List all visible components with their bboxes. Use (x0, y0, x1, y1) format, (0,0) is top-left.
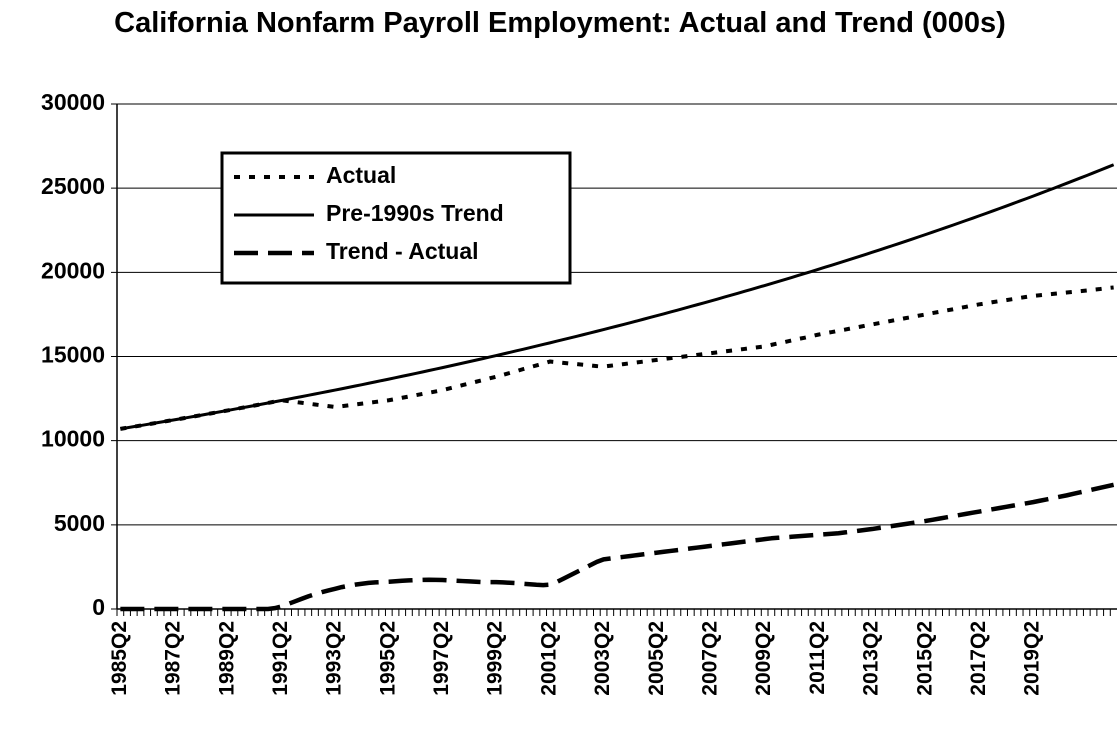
x-tick-label: 2017Q2 (967, 621, 990, 696)
legend-label: Trend - Actual (326, 238, 479, 264)
y-tick-label: 30000 (41, 89, 105, 115)
legend-label: Pre-1990s Trend (326, 200, 504, 226)
x-tick-label: 2003Q2 (591, 621, 614, 696)
line-series (120, 163, 1115, 431)
line-series (120, 285, 1114, 431)
x-tick-label: 2015Q2 (913, 621, 936, 696)
legend-box (220, 151, 572, 285)
x-tick-label: 2009Q2 (752, 621, 775, 696)
x-tick-label: 1987Q2 (162, 621, 185, 696)
x-tick-label: 2019Q2 (1021, 621, 1044, 696)
x-tick-label: 1995Q2 (376, 621, 399, 696)
y-tick-label: 15000 (41, 342, 105, 368)
x-tick-label: 2005Q2 (645, 621, 668, 696)
y-tick-label: 0 (92, 594, 105, 620)
x-tick-label: 2013Q2 (860, 621, 883, 696)
line-series (120, 482, 1115, 612)
y-tick-label: 25000 (41, 173, 105, 199)
legend: Actual Pre-1990s Trend Trend - Actual (220, 151, 572, 285)
x-tick-label: 2011Q2 (806, 621, 829, 695)
chart-title: California Nonfarm Payroll Employment: A… (114, 7, 1006, 39)
x-tick-label: 1991Q2 (269, 621, 292, 696)
x-tick-label: 1985Q2 (108, 621, 131, 696)
x-tick-label: 2001Q2 (537, 621, 560, 696)
y-tick-label: 5000 (54, 510, 105, 536)
x-tick-label: 1989Q2 (215, 621, 238, 696)
x-tick-label: 1999Q2 (484, 621, 507, 696)
x-tick-label: 2007Q2 (699, 621, 722, 696)
x-tick-label: 1997Q2 (430, 621, 453, 696)
y-tick-label: 20000 (41, 257, 105, 283)
y-tick-label: 10000 (41, 426, 105, 452)
legend-label: Actual (326, 162, 396, 188)
x-tick-label: 1993Q2 (323, 621, 346, 696)
